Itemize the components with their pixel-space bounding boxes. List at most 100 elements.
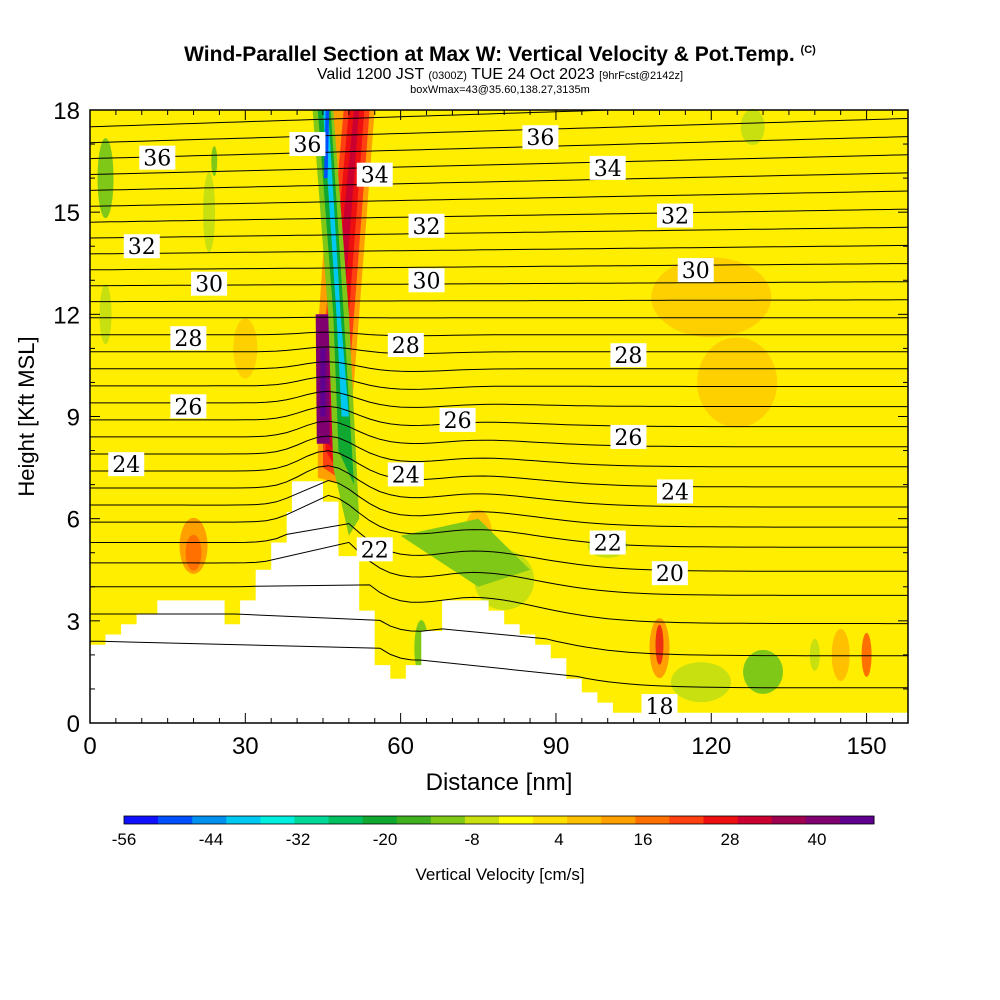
- isentrope-label-group: 36: [289, 132, 326, 158]
- isentrope-label: 26: [444, 409, 472, 434]
- y-tick-label: 0: [67, 711, 80, 738]
- isentrope-label-group: 26: [170, 394, 207, 420]
- isentrope-label-group: 26: [610, 424, 647, 451]
- isentrope-label: 30: [413, 269, 441, 294]
- isentrope-line: [90, 390, 908, 408]
- chart-subtitle-boxwmax: boxWmax=43@35.60,138.27,3135m: [410, 84, 590, 96]
- updraft-patch: [185, 534, 202, 571]
- isentrope-label-box: [677, 258, 714, 283]
- isentrope-label: 30: [195, 273, 223, 298]
- downdraft-core: [324, 110, 330, 179]
- colorbar-swatch: [124, 816, 159, 824]
- downdraft-patch: [203, 172, 216, 253]
- isentrope-label: 18: [645, 695, 673, 720]
- isentrope-label-box: [589, 155, 626, 180]
- isentrope-label-box: [610, 424, 647, 449]
- isentrope-label-group: 32: [657, 203, 694, 230]
- isentrope-line: [90, 613, 908, 657]
- colorbar-swatch: [430, 816, 466, 824]
- isentrope-label: 32: [413, 215, 441, 240]
- isentrope-label-box: [170, 394, 207, 419]
- isentrope-label-group: 22: [356, 537, 393, 563]
- colorbar-tick-label: 28: [721, 830, 740, 849]
- x-tick-label: 60: [387, 733, 414, 760]
- isentrope-label: 20: [656, 562, 684, 587]
- colorbar-frame: [123, 815, 875, 825]
- isentrope-line: [90, 420, 908, 448]
- y-tick-label: 3: [67, 609, 80, 636]
- isentrope-label-group: 36: [522, 125, 559, 151]
- isentrope-line: [89, 244, 909, 255]
- isentrope-label-group: 28: [387, 332, 424, 359]
- downdraft-patch: [99, 284, 112, 345]
- isentrope-label-box: [522, 125, 559, 150]
- y-tick-label: 6: [67, 507, 80, 534]
- colorbar-swatch: [260, 816, 295, 824]
- downdraft-patch: [211, 146, 218, 177]
- colorbar-swatch: [567, 816, 602, 824]
- isentrope-line: [89, 190, 909, 207]
- isentrope-line: [89, 136, 909, 160]
- isentrope-label-group: 34: [356, 162, 393, 189]
- isentrope-label: 32: [128, 235, 156, 260]
- isentrope-label: 34: [361, 164, 389, 189]
- isentrope-label-box: [191, 271, 228, 296]
- updraft-patch: [233, 318, 258, 379]
- colorbar-swatch: [396, 816, 432, 824]
- isentrope-label-box: [387, 332, 424, 357]
- colorbar-swatch: [226, 816, 261, 824]
- isentrope-line: [90, 263, 908, 271]
- x-tick-label: 150: [847, 733, 887, 760]
- downdraft-patch: [809, 638, 820, 671]
- isentrope-line: [90, 346, 908, 355]
- colorbar-swatch: [771, 816, 807, 824]
- isentrope-label: 34: [594, 157, 622, 182]
- colorbar-swatch: [669, 816, 705, 824]
- isentrope-line: [89, 154, 909, 175]
- isentrope-label-box: [408, 268, 445, 293]
- isentrope-label-group: 20: [651, 561, 688, 587]
- isentrope-label-group: 18: [641, 693, 678, 720]
- updraft-core: [320, 348, 326, 417]
- isentrope-label-box: [439, 407, 476, 432]
- isentrope-line: [90, 450, 908, 488]
- isentrope-line: [90, 316, 908, 319]
- y-axis-label: Height [Kft MSL]: [14, 336, 39, 496]
- downdraft-patch: [740, 109, 765, 146]
- y-tick-label: 15: [53, 200, 80, 227]
- isentrope-label-group: 28: [170, 326, 207, 352]
- isentrope-line: [89, 208, 909, 223]
- isentrope-label-box: [589, 530, 626, 555]
- isentrope-label-group: 36: [139, 145, 176, 172]
- colorbar-swatch: [192, 816, 227, 824]
- isentrope-line: [90, 435, 908, 468]
- isentrope-label-box: [108, 452, 145, 477]
- x-axis-label: Distance [nm]: [426, 769, 573, 796]
- isentrope-label-box: [657, 203, 694, 228]
- isentrope-line: [89, 118, 909, 144]
- isentrope-label: 22: [594, 532, 622, 557]
- y-tick-label: 12: [53, 302, 80, 329]
- colorbar-label: Vertical Velocity [cm/s]: [415, 865, 584, 884]
- isentrope-line: [90, 494, 908, 548]
- downdraft-patch: [670, 662, 731, 703]
- colorbar-tick-label: -44: [199, 830, 224, 849]
- isentrope-label-box: [289, 132, 326, 157]
- isentrope-label-box: [170, 326, 207, 351]
- isentrope-line: [89, 172, 909, 191]
- isentrope-label: 30: [682, 259, 710, 284]
- velocity-field: [97, 109, 872, 703]
- isentrope-label-group: 28: [610, 343, 647, 369]
- isentrope-lines: [89, 109, 909, 689]
- isentrope-line: [90, 479, 908, 528]
- y-tick-label: 18: [53, 98, 80, 125]
- colorbar-swatch: [601, 816, 636, 824]
- colorbar-swatch: [533, 816, 568, 824]
- colorbar-tick-label: -32: [286, 830, 311, 849]
- chart-title: Wind-Parallel Section at Max W: Vertical…: [184, 43, 816, 66]
- isentrope-label-box: [408, 213, 445, 238]
- isentrope-line: [90, 331, 908, 337]
- y-tick-label: 9: [67, 405, 80, 432]
- isentrope-label-box: [387, 462, 424, 487]
- colorbar-swatch: [737, 816, 773, 824]
